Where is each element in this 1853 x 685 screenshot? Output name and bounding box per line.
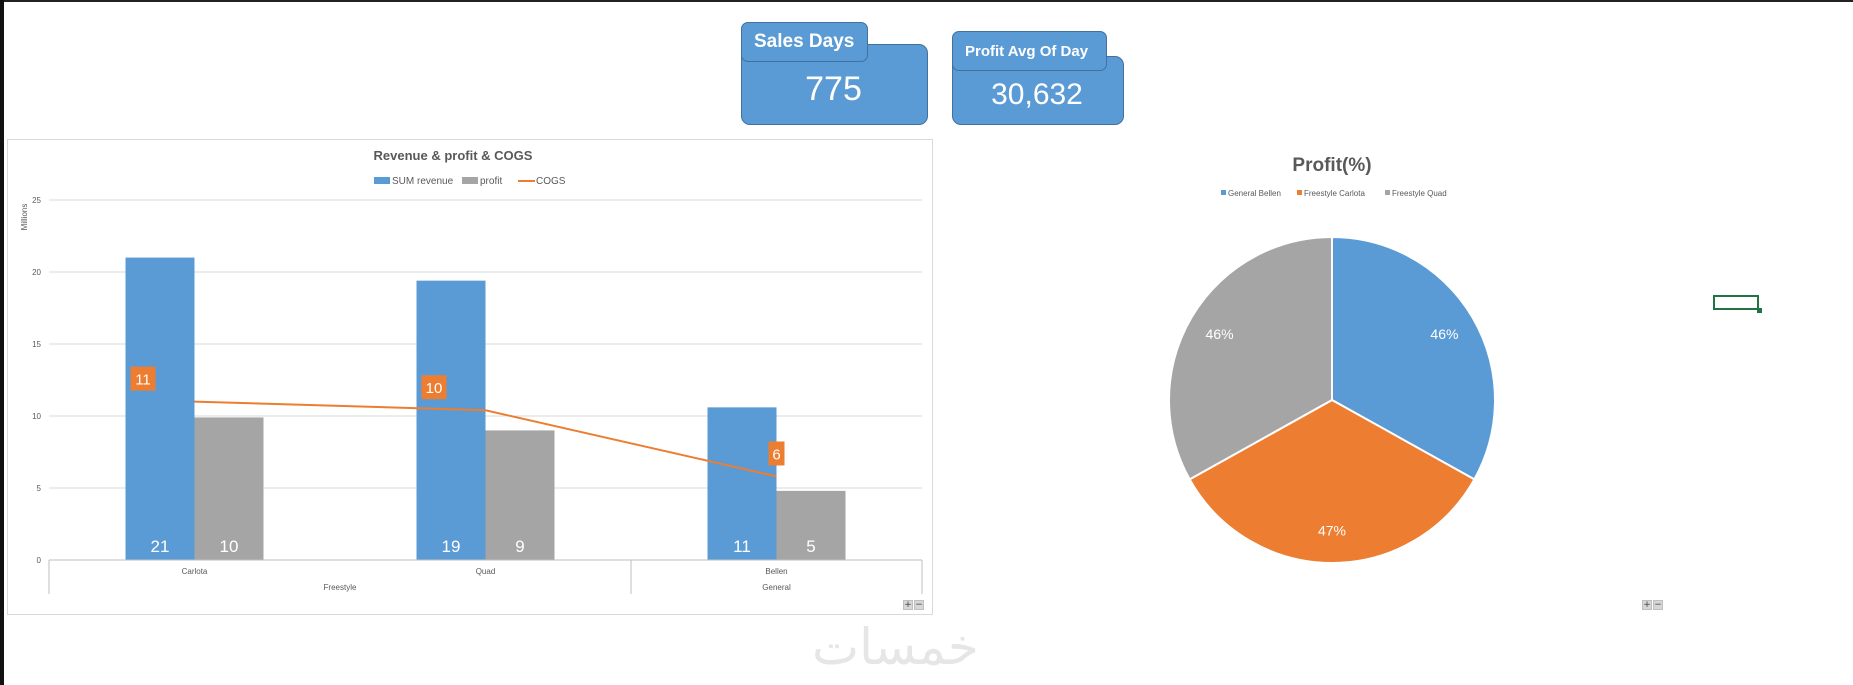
x-category-label-2: Bellen xyxy=(765,567,787,576)
sales-days-value: 775 xyxy=(805,70,862,108)
data-label-profit-2: 5 xyxy=(806,537,815,556)
legend-label-2: COGS xyxy=(536,176,566,187)
y-tick-label-2: 10 xyxy=(32,412,41,421)
watermark: خمسات xyxy=(812,618,979,676)
data-label-box-cogs-2 xyxy=(768,441,785,466)
legend-swatch-1 xyxy=(462,177,478,184)
legend-label-0: SUM revenue xyxy=(392,176,454,187)
bar-profit-0 xyxy=(194,417,264,560)
pie-data-label-2: 46% xyxy=(1206,326,1234,342)
bar-chart-zoom-out-button[interactable]: − xyxy=(914,600,924,610)
pie-slice-2 xyxy=(1168,235,1333,481)
pie-chart-zoom-out-button[interactable]: − xyxy=(1653,600,1663,610)
bar-chart-zoom-in-button[interactable]: + xyxy=(903,600,913,610)
bar-revenue-2 xyxy=(707,407,777,560)
pie-legend-label-0: General Bellen xyxy=(1228,189,1281,198)
data-label-revenue-1: 19 xyxy=(442,537,461,556)
data-label-box-cogs-0 xyxy=(130,366,156,391)
y-axis-label: Millions xyxy=(20,204,29,231)
pie-legend-label-2: Freestyle Quad xyxy=(1392,189,1447,198)
y-tick-label-3: 15 xyxy=(32,340,41,349)
pie-legend-swatch-1 xyxy=(1297,190,1302,195)
x-group-label-1: General xyxy=(762,583,791,592)
y-tick-label-4: 20 xyxy=(32,268,41,277)
pie-chart-title: Profit(%) xyxy=(1292,155,1371,176)
bar-profit-1 xyxy=(485,430,555,560)
legend-swatch-0 xyxy=(374,177,390,184)
sales-days-label: Sales Days xyxy=(741,22,868,62)
bar-revenue-1 xyxy=(416,280,486,560)
data-label-cogs-0: 11 xyxy=(135,372,151,389)
data-label-cogs-1: 10 xyxy=(426,380,443,397)
pie-legend-swatch-2 xyxy=(1385,190,1390,195)
data-label-revenue-2: 11 xyxy=(733,537,751,556)
bar-revenue-0 xyxy=(125,257,195,560)
data-label-profit-0: 10 xyxy=(220,537,239,556)
bar-profit-2 xyxy=(776,490,846,560)
sheet-left-edge xyxy=(0,0,4,685)
profit-avg-label: Profit Avg Of Day xyxy=(952,31,1107,71)
pie-slice-0 xyxy=(1331,235,1496,481)
pie-data-label-0: 46% xyxy=(1430,326,1458,342)
data-label-cogs-2: 6 xyxy=(772,446,780,463)
data-label-box-cogs-1 xyxy=(421,375,447,400)
x-category-label-1: Quad xyxy=(476,567,496,576)
fill-handle[interactable] xyxy=(1757,308,1762,313)
pie-chart-zoom-in-button[interactable]: + xyxy=(1642,600,1652,610)
y-tick-label-1: 5 xyxy=(37,484,42,493)
active-cell-selection[interactable] xyxy=(1713,295,1759,310)
y-tick-label-5: 25 xyxy=(32,196,41,205)
profit-avg-value: 30,632 xyxy=(991,78,1083,111)
bar-chart-title: Revenue & profit & COGS xyxy=(374,148,533,163)
pie-data-label-1: 47% xyxy=(1318,522,1346,538)
sheet-top-edge xyxy=(0,0,1853,2)
data-label-profit-1: 9 xyxy=(515,537,524,556)
pie-legend-label-1: Freestyle Carlota xyxy=(1304,189,1365,198)
y-tick-label-0: 0 xyxy=(37,556,42,565)
x-category-label-0: Carlota xyxy=(182,567,208,576)
cogs-line xyxy=(194,400,777,478)
legend-label-1: profit xyxy=(480,176,502,187)
x-group-label-0: Freestyle xyxy=(324,583,357,592)
pie-legend-swatch-0 xyxy=(1221,190,1226,195)
data-label-revenue-0: 21 xyxy=(151,537,170,556)
